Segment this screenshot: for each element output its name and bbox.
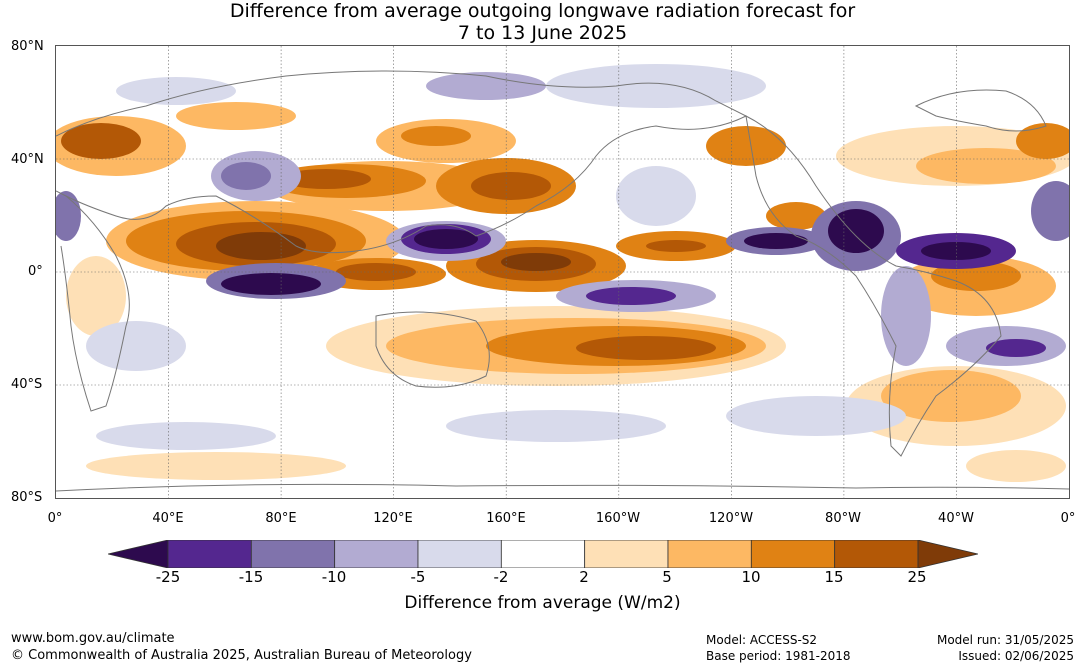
colorbar-segment — [834, 540, 919, 568]
lon-label-120e: 120°E — [373, 511, 413, 526]
map-title-line2: 7 to 13 June 2025 — [457, 22, 628, 44]
colorbar-tick: 25 — [907, 568, 927, 586]
lon-label-0: 0° — [47, 511, 63, 526]
lon-label-80w: 80°W — [825, 511, 861, 526]
colorbar-label: Difference from average (W/m2) — [404, 593, 681, 613]
colorbar-tick: -25 — [155, 568, 181, 586]
footer-issued: Issued: 02/06/2025 — [958, 649, 1074, 663]
colorbar-segments — [108, 540, 978, 568]
lon-label-120w: 120°W — [708, 511, 754, 526]
colorbar — [108, 540, 978, 568]
colorbar-segment — [250, 540, 336, 568]
olr-anomaly-map — [55, 45, 1070, 499]
colorbar-tick: 10 — [741, 568, 761, 586]
map-canvas — [56, 46, 1069, 498]
colorbar-segment — [417, 540, 502, 568]
colorbar-segment — [334, 540, 419, 568]
lat-label-80n: 80°N — [11, 39, 44, 54]
positive-anomaly-regions — [56, 102, 1069, 482]
colorbar-tick: 15 — [824, 568, 844, 586]
lon-label-40w: 40°W — [938, 511, 974, 526]
lon-label-80e: 80°E — [265, 511, 297, 526]
colorbar-tick: -10 — [321, 568, 347, 586]
lat-label-80s: 80°S — [11, 490, 43, 505]
colorbar-segment — [500, 540, 586, 568]
footer-copyright: © Commonwealth of Australia 2025, Austra… — [11, 648, 472, 663]
colorbar-tick: -5 — [410, 568, 426, 586]
footer-url: www.bom.gov.au/climate — [11, 631, 175, 646]
colorbar-extend-high — [917, 540, 978, 568]
colorbar-tick: 5 — [662, 568, 672, 586]
colorbar-segment — [167, 540, 252, 568]
colorbar-tick: -15 — [238, 568, 264, 586]
lat-label-equator: 0° — [28, 264, 43, 279]
colorbar-segment — [667, 540, 752, 568]
map-title-line1: Difference from average outgoing longwav… — [229, 0, 856, 22]
lon-label-40e: 40°E — [152, 511, 184, 526]
footer-model: Model: ACCESS-S2 — [706, 633, 818, 647]
map-gridlines — [56, 46, 1069, 498]
lon-label-160e: 160°E — [486, 511, 526, 526]
lat-label-40s: 40°S — [11, 377, 43, 392]
lon-label-0-east: 0° — [1060, 511, 1076, 526]
footer-model-run: Model run: 31/05/2025 — [936, 633, 1074, 647]
colorbar-tick: 2 — [579, 568, 589, 586]
colorbar-tick: -2 — [493, 568, 509, 586]
colorbar-segment — [584, 540, 669, 568]
continent-outlines — [56, 70, 1069, 492]
lon-label-160w: 160°W — [595, 511, 641, 526]
colorbar-extend-low — [108, 540, 169, 568]
lat-label-40n: 40°N — [11, 152, 44, 167]
colorbar-segment — [750, 540, 836, 568]
footer-base-period: Base period: 1981-2018 — [706, 649, 851, 663]
